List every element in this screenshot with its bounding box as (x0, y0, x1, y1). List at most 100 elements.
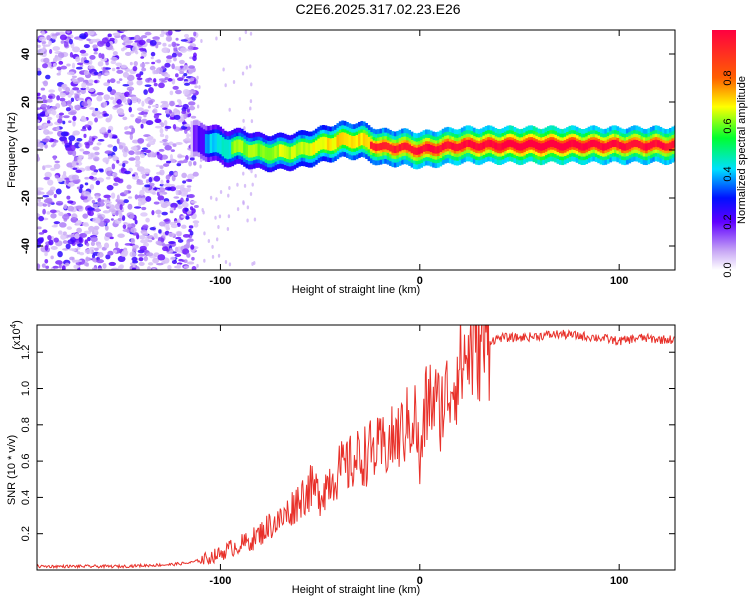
noise-speckle (179, 65, 185, 69)
noise-speckle (127, 223, 133, 228)
ridge-cell (389, 144, 392, 152)
noise-speckle (228, 107, 231, 112)
noise-speckle (58, 60, 64, 65)
noise-speckle (176, 222, 181, 227)
noise-speckle (164, 62, 171, 68)
ridge-cell (307, 143, 311, 156)
noise-speckle (128, 88, 132, 95)
ridge-cell (209, 133, 213, 154)
noise-speckle (242, 200, 245, 205)
ridge-cell (314, 140, 318, 153)
noise-speckle (200, 38, 203, 43)
ridge-cell (628, 141, 632, 149)
noise-speckle (83, 191, 91, 197)
noise-speckle (57, 52, 65, 59)
noise-speckle (55, 188, 62, 195)
noise-speckle (156, 59, 162, 64)
noise-speckle (96, 115, 104, 119)
ridge-cell (475, 143, 479, 151)
noise-speckle (176, 263, 182, 269)
noise-speckle (174, 253, 182, 257)
noise-speckle (173, 66, 181, 71)
noise-speckle (196, 104, 200, 109)
noise-speckle (65, 243, 71, 250)
noise-speckle (173, 108, 178, 114)
noise-speckle (177, 77, 184, 82)
noise-speckle (145, 120, 154, 126)
ridge-cell (357, 133, 361, 147)
noise-speckle (249, 64, 252, 69)
noise-speckle (59, 222, 67, 228)
noise-speckle (166, 55, 173, 60)
noise-speckle (71, 174, 80, 181)
noise-speckle (145, 179, 149, 184)
ridge-cell (247, 145, 251, 158)
noise-speckle (175, 89, 182, 95)
ridge-cell (515, 142, 519, 150)
noise-speckle (253, 217, 257, 222)
noise-speckle (74, 259, 83, 263)
noise-speckle (190, 200, 197, 204)
ridge-cell (642, 143, 646, 151)
noise-speckle (100, 199, 105, 203)
noise-speckle (163, 119, 168, 126)
noise-speckle (123, 221, 128, 225)
noise-speckle (135, 73, 142, 78)
noise-speckle (135, 159, 141, 166)
noise-speckle (50, 167, 56, 171)
ridge-cell (405, 143, 409, 151)
noise-speckle (104, 232, 113, 238)
ridge-cell (659, 141, 663, 149)
noise-speckle (177, 239, 184, 243)
noise-speckle (149, 227, 156, 231)
noise-speckle (143, 114, 147, 118)
noise-speckle (104, 72, 110, 76)
noise-speckle (71, 150, 77, 157)
noise-speckle (153, 201, 160, 205)
ridge-cell (286, 146, 290, 160)
noise-speckle (124, 51, 132, 56)
ridge-cell (666, 143, 670, 151)
noise-speckle (40, 103, 48, 109)
noise-speckle (179, 59, 185, 65)
noise-speckle (169, 100, 175, 107)
ridge-cell (300, 141, 304, 155)
noise-speckle (52, 46, 61, 51)
noise-speckle (169, 90, 174, 96)
noise-speckle (54, 56, 62, 61)
noise-speckle (84, 124, 90, 128)
noise-speckle (126, 184, 132, 190)
noise-speckle (62, 171, 67, 176)
noise-speckle (144, 31, 152, 36)
noise-speckle (180, 39, 188, 42)
ridge-cell (398, 144, 402, 152)
noise-speckle (84, 182, 89, 186)
noise-speckle (138, 257, 144, 262)
noise-speckle (188, 105, 196, 111)
noise-speckle (42, 194, 50, 198)
ridge-cell (508, 139, 512, 147)
noise-speckle (51, 109, 57, 116)
noise-speckle (169, 210, 174, 214)
noise-speckle (246, 218, 249, 223)
top-y-tick-label: 0 (20, 147, 32, 153)
noise-speckle (102, 199, 110, 203)
noise-speckle (190, 115, 197, 119)
noise-speckle (60, 65, 68, 70)
ridge-cell (671, 140, 675, 149)
bottom-y-tick-label: 0.4 (20, 490, 32, 505)
noise-speckle (139, 245, 147, 251)
noise-speckle (57, 230, 63, 235)
noise-speckle (180, 184, 185, 188)
noise-speckle (96, 142, 102, 146)
noise-speckle (194, 85, 199, 89)
noise-speckle (188, 81, 197, 85)
colorbar: 0.0 0.2 0.4 0.6 0.8 Normalized spectral ampl… (712, 30, 748, 278)
noise-speckle (224, 260, 228, 265)
ridge-cell (310, 143, 313, 156)
noise-speckle (46, 116, 53, 121)
noise-speckle (131, 46, 138, 53)
noise-speckle (154, 118, 162, 123)
noise-speckle (159, 199, 164, 205)
ridge-cell (369, 141, 373, 149)
